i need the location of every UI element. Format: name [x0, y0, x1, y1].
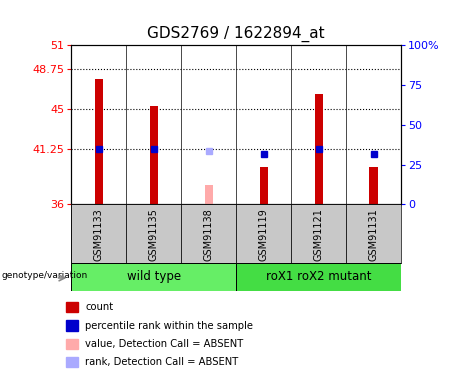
Bar [71, 262, 236, 291]
Text: GSM91135: GSM91135 [149, 209, 159, 261]
Text: GSM91121: GSM91121 [313, 209, 324, 261]
Bar [66, 357, 78, 367]
Bar [291, 204, 346, 262]
Bar [236, 262, 401, 291]
Bar [181, 204, 236, 262]
Text: wild type: wild type [127, 270, 181, 283]
Bar [66, 339, 78, 349]
Bar [314, 94, 323, 204]
Bar [346, 204, 401, 262]
Bar [236, 204, 291, 262]
Title: GDS2769 / 1622894_at: GDS2769 / 1622894_at [148, 26, 325, 42]
Bar [126, 204, 181, 262]
Bar [71, 204, 126, 262]
Text: percentile rank within the sample: percentile rank within the sample [85, 321, 253, 330]
Bar [205, 185, 213, 204]
Bar [260, 167, 268, 204]
Bar [95, 79, 103, 204]
Text: value, Detection Call = ABSENT: value, Detection Call = ABSENT [85, 339, 243, 349]
Bar [150, 106, 158, 204]
Text: roX1 roX2 mutant: roX1 roX2 mutant [266, 270, 372, 283]
Text: genotype/variation: genotype/variation [1, 271, 88, 280]
Text: GSM91119: GSM91119 [259, 209, 269, 261]
Bar [66, 302, 78, 312]
Text: GSM91133: GSM91133 [94, 209, 104, 261]
Text: GSM91131: GSM91131 [369, 209, 378, 261]
Bar [66, 320, 78, 331]
Text: rank, Detection Call = ABSENT: rank, Detection Call = ABSENT [85, 357, 238, 367]
Text: GSM91138: GSM91138 [204, 209, 214, 261]
Bar [369, 167, 378, 204]
Text: count: count [85, 302, 113, 312]
